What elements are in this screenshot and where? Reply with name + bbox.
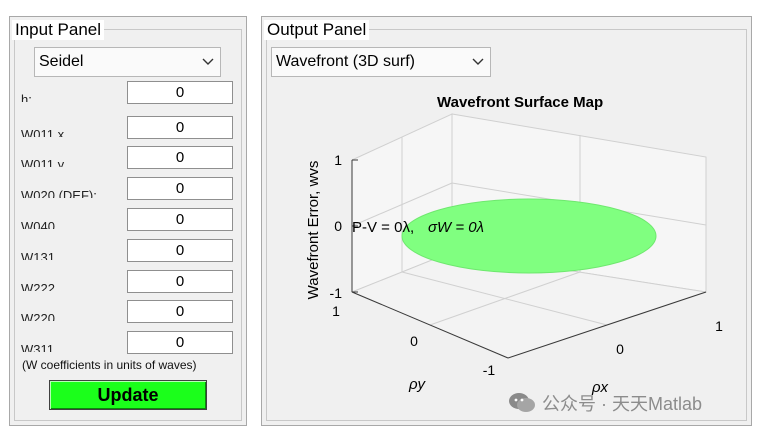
- watermark: 公众号 · 天天Matlab: [508, 390, 702, 416]
- input-panel-frame: [14, 29, 242, 421]
- y-tick-label: 1: [332, 303, 340, 319]
- coefficient-input[interactable]: 0: [127, 116, 233, 139]
- update-button[interactable]: Update: [49, 380, 207, 410]
- units-note: (W coefficients in units of waves): [22, 358, 197, 372]
- chevron-down-icon: [470, 48, 486, 76]
- rms-annotation: σW = 0λ: [428, 219, 484, 236]
- grid-line: [401, 271, 608, 326]
- coefficient-label: W020 (DEF):: [21, 188, 97, 198]
- coefficient-label: h:: [21, 92, 32, 102]
- axes: [351, 159, 707, 359]
- watermark-text: 公众号 · 天天Matlab: [542, 394, 703, 414]
- coefficient-input[interactable]: 0: [127, 177, 233, 200]
- y-tick-label: 0: [410, 333, 418, 349]
- chevron-down-icon: [200, 48, 216, 76]
- y-tick-label: -1: [483, 362, 496, 378]
- coefficient-input[interactable]: 0: [127, 270, 233, 293]
- z-axis-label: Wavefront Error, wvs: [305, 161, 322, 300]
- y-axis-line: [351, 291, 509, 359]
- coefficient-label: W011 x: [21, 127, 65, 137]
- aberration-type-select[interactable]: Seidel: [34, 47, 221, 77]
- coefficient-input[interactable]: 0: [127, 239, 233, 262]
- coefficient-input[interactable]: 0: [127, 208, 233, 231]
- view-type-value: Wavefront (3D surf): [276, 53, 415, 70]
- coefficient-label: W222: [21, 281, 55, 291]
- coefficient-label: W220: [21, 311, 55, 321]
- output-panel-frame: [266, 29, 747, 421]
- output-panel-title: Output Panel: [264, 20, 370, 40]
- z-tick-label: 1: [334, 152, 342, 168]
- x-tick-label: 1: [715, 318, 723, 334]
- z-tick-label: -1: [330, 285, 343, 301]
- x-tick-label: 0: [616, 341, 624, 357]
- coefficient-label: W311: [21, 342, 54, 352]
- input-panel-title: Input Panel: [12, 20, 105, 40]
- z-tick-label: 0: [334, 218, 342, 234]
- wechat-icon: [509, 393, 535, 412]
- view-type-select[interactable]: Wavefront (3D surf): [271, 47, 491, 77]
- coefficient-label: W011 y: [21, 157, 65, 167]
- coefficient-input[interactable]: 0: [127, 146, 233, 169]
- coefficient-label: W040: [21, 219, 55, 229]
- pv-annotation: P-V = 0λ,: [352, 219, 414, 236]
- x-axis-label: ρx: [591, 379, 609, 396]
- y-axis-label: ρy: [408, 376, 427, 393]
- coefficient-label: W131: [21, 250, 55, 260]
- x-axis-line: [507, 291, 707, 359]
- coefficient-input[interactable]: 0: [127, 81, 233, 104]
- plot-title: Wavefront Surface Map: [437, 94, 604, 111]
- aberration-type-value: Seidel: [39, 53, 84, 70]
- wavefront-surface: [401, 198, 657, 274]
- coefficient-input[interactable]: 0: [127, 331, 233, 354]
- coefficient-input[interactable]: 0: [127, 300, 233, 323]
